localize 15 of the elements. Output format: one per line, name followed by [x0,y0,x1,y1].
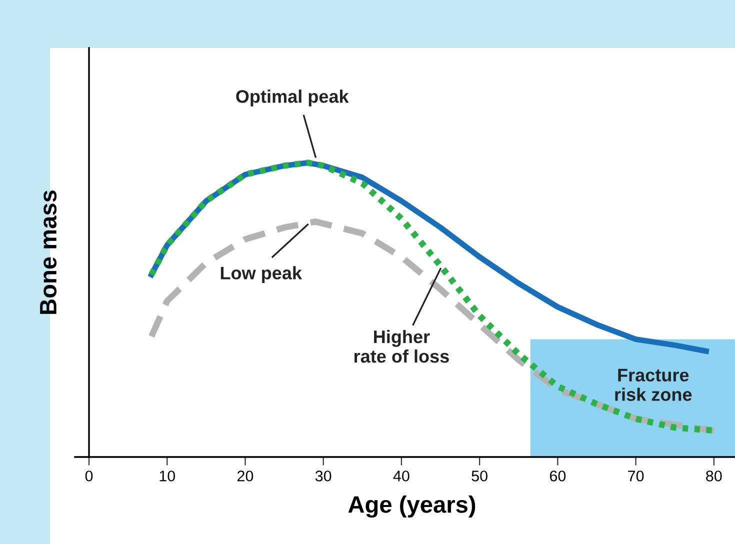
y-axis-title: Bone mass [40,190,57,314]
x-tick-label: 50 [472,470,488,482]
x-tick-label: 10 [160,470,176,482]
x-axis-title: Age (years) [348,496,476,518]
band-label: Fracture risk zone [615,368,692,401]
text: Optimal peak [236,90,349,106]
annotation: Low peak [220,266,302,283]
x-tick-label: 60 [550,470,566,482]
x-tick-label: 40 [393,470,410,482]
annotation: Higher rate of loss [354,330,449,363]
x-tick-label: 80 [706,470,722,482]
x-tick-label: 20 [238,470,254,482]
x-tick-label: 30 [315,470,332,482]
x-tick-label: 70 [628,470,644,482]
x-tick-label: 0 [85,470,93,482]
